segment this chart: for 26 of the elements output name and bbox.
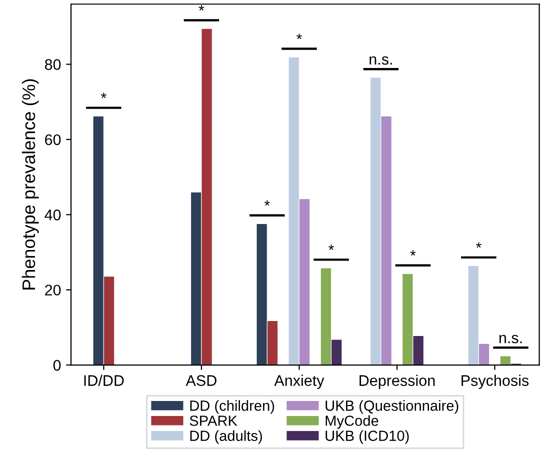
x-tick-label: ID/DD [84,374,124,386]
annotation: * [296,34,302,40]
annotation: * [328,244,334,250]
x-tick-label: Anxiety [274,374,324,389]
legend-label: UKB (Questionnaire) [326,400,458,414]
legend-label: SPARK [190,416,238,426]
x-tick-label: ASD [186,375,216,386]
annotation: n.s. [499,334,522,344]
legend-label: DD (children) [190,400,274,414]
x-tick-label: Depression [360,374,435,389]
y-tick-label: 60 [45,134,61,146]
y-tick-label: 20 [45,284,61,296]
legend-label: DD (adults) [190,430,262,444]
annotation: * [100,92,106,98]
legend-label: UKB (ICD10) [326,430,409,444]
annotation: * [476,242,482,248]
annotation: * [264,200,270,206]
annotation: n.s. [370,56,392,65]
annotation: * [410,250,416,256]
x-tick-label: Psychosis [462,374,529,389]
y-tick-label: 40 [44,210,61,220]
y-axis-title: Phenotype prevalence (%) [22,79,39,290]
legend-label: MyCode [326,415,378,429]
y-tick-label: 0 [53,360,61,371]
annotation: * [198,5,204,11]
y-tick-label: 80 [44,59,61,70]
